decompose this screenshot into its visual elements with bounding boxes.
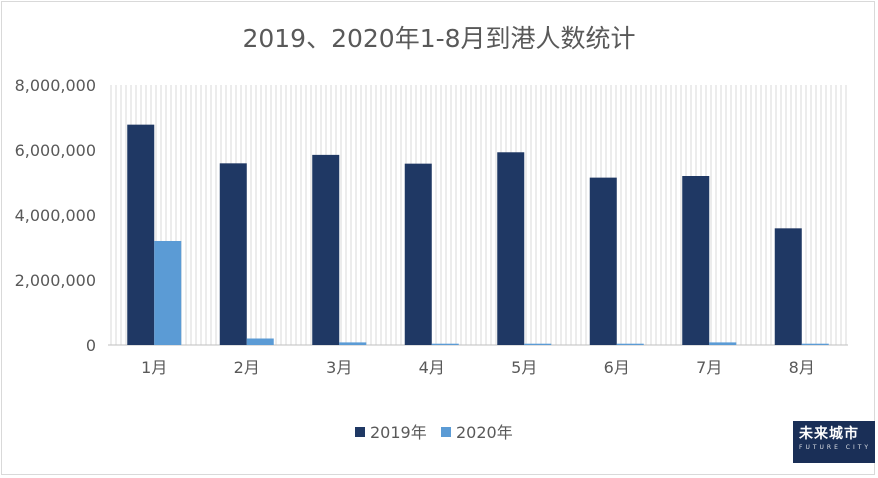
bar-series2-5	[524, 343, 552, 345]
bar-series2-6	[616, 343, 644, 345]
bars	[127, 124, 829, 346]
bar-series2-8	[801, 343, 829, 345]
future-city-logo: 未来城市 FUTURE CITY	[793, 421, 875, 463]
y-tick-label: 0	[86, 336, 96, 355]
plot-area-background	[108, 85, 848, 345]
legend-label: 2019年	[370, 423, 427, 442]
bar-series1-7	[682, 176, 710, 345]
bar-series2-1	[154, 241, 182, 345]
bar-series1-8	[774, 228, 802, 345]
bar-series1-6	[589, 177, 617, 345]
x-tick-label: 4月	[419, 358, 445, 377]
x-tick-label: 1月	[141, 358, 167, 377]
x-tick-label: 3月	[326, 358, 352, 377]
y-tick-label: 6,000,000	[15, 141, 96, 160]
bar-series1-5	[497, 152, 525, 345]
y-tick-label: 4,000,000	[15, 206, 96, 225]
bar-series1-2	[219, 163, 247, 345]
legend-swatch	[355, 427, 365, 437]
x-axis-ticks: 1月 2月 3月 4月 5月 6月 7月 8月	[141, 358, 815, 377]
bar-series1-4	[404, 163, 432, 345]
bar-series2-7	[709, 342, 737, 345]
bar-series1-1	[127, 124, 155, 346]
x-tick-label: 8月	[789, 358, 815, 377]
bar-series1-3	[312, 154, 340, 345]
bar-series2-4	[431, 343, 459, 345]
x-tick-label: 2月	[234, 358, 260, 377]
y-tick-label: 2,000,000	[15, 271, 96, 290]
chart-title: 2019、2020年1-8月到港人数统计	[242, 24, 635, 53]
legend-label: 2020年	[456, 423, 513, 442]
y-tick-label: 8,000,000	[15, 76, 96, 95]
logo-subtext: FUTURE CITY	[799, 444, 872, 451]
logo-text: 未来城市	[799, 426, 859, 442]
legend: 2019年 2020年	[355, 423, 513, 442]
bar-series2-3	[339, 342, 367, 345]
bar-series2-2	[246, 338, 274, 345]
x-tick-label: 6月	[604, 358, 630, 377]
x-tick-label: 7月	[696, 358, 722, 377]
x-tick-label: 5月	[511, 358, 537, 377]
y-axis-ticks: 0 2,000,000 4,000,000 6,000,000 8,000,000	[15, 76, 96, 355]
legend-swatch	[441, 427, 451, 437]
